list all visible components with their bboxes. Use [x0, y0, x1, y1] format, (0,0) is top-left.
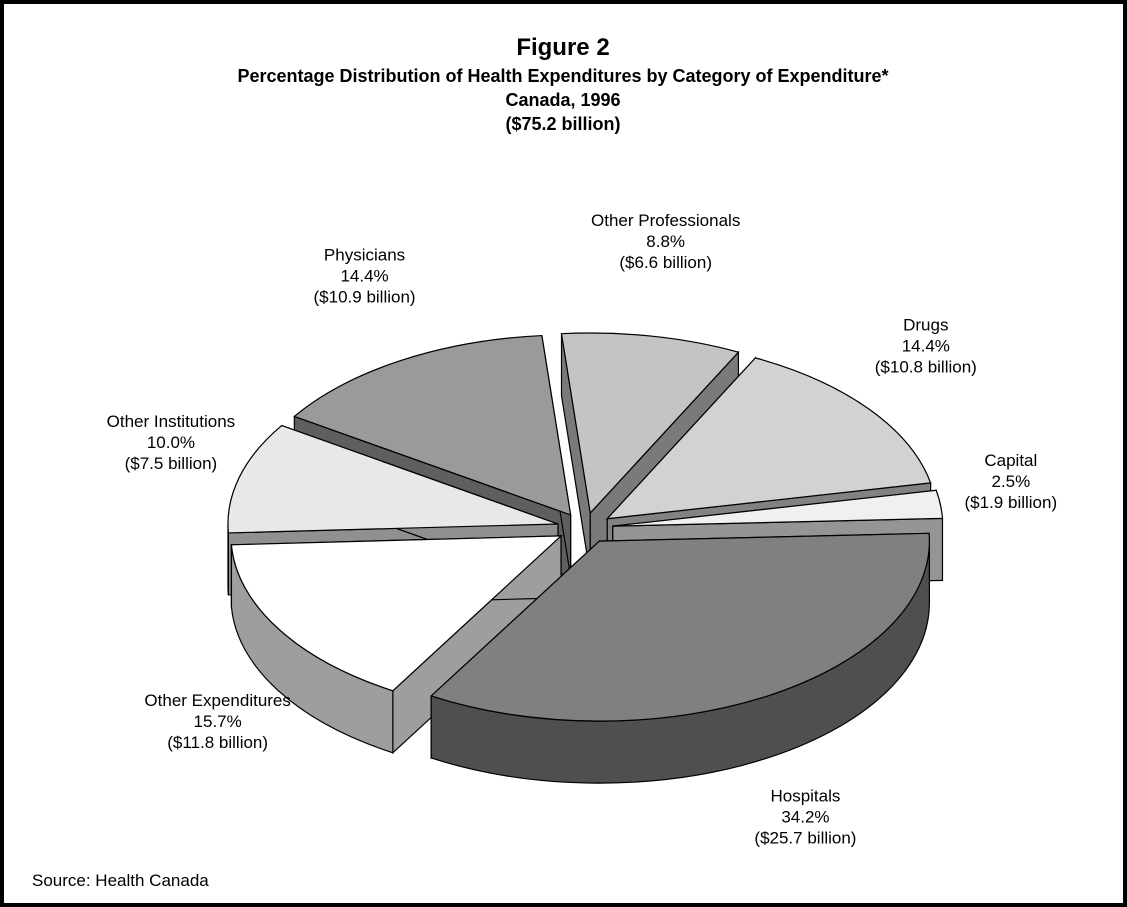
data-label: 10.0% [147, 433, 195, 452]
pie [227, 332, 944, 784]
data-label: Other Expenditures [144, 691, 290, 710]
slice [293, 334, 572, 516]
slice [227, 424, 559, 534]
data-label: Other Professionals [591, 211, 740, 230]
data-label: Capital [984, 451, 1037, 470]
data-label: ($1.9 billion) [965, 493, 1058, 512]
subtitle: Canada, 1996 [505, 90, 620, 110]
slice [612, 489, 944, 527]
data-label: ($10.8 billion) [875, 358, 977, 377]
data-label: ($10.9 billion) [314, 288, 416, 307]
subtitle: ($75.2 billion) [505, 114, 620, 134]
data-label: 34.2% [781, 807, 829, 826]
data-label: 8.8% [646, 232, 685, 251]
data-label: 15.7% [194, 712, 242, 731]
source: Source: Health Canada [32, 871, 209, 890]
data-label: Other Institutions [107, 412, 236, 431]
data-label: ($25.7 billion) [754, 828, 856, 847]
data-label: Hospitals [770, 786, 840, 805]
data-label: ($7.5 billion) [125, 454, 218, 473]
data-label: 14.4% [902, 337, 950, 356]
chart-title: Figure 2 [516, 34, 609, 61]
slice [560, 332, 740, 515]
data-label: Physicians [324, 246, 405, 265]
slice [430, 532, 930, 722]
slice [605, 357, 932, 520]
slice [230, 535, 563, 692]
data-label: ($11.8 billion) [167, 733, 268, 752]
data-label: ($6.6 billion) [619, 253, 712, 272]
data-label: 14.4% [340, 267, 388, 286]
subtitle: Percentage Distribution of Health Expend… [237, 66, 888, 86]
data-label: Drugs [903, 316, 948, 335]
data-label: 2.5% [991, 472, 1030, 491]
